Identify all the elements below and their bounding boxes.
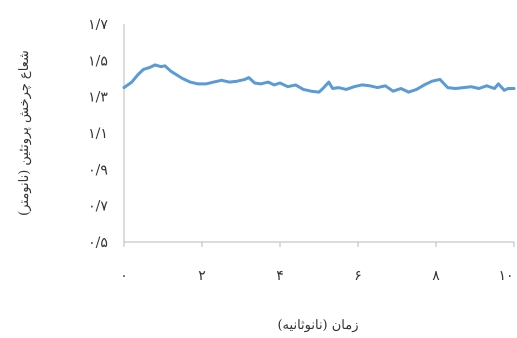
- y-tick-label: ۰/۹: [88, 162, 108, 178]
- y-tick-label: ۱/۷: [88, 17, 108, 33]
- x-tick-label: ۰: [120, 268, 128, 284]
- y-tick-label: ۱/۳: [88, 90, 108, 106]
- y-tick-label: ۰/۵: [88, 235, 108, 251]
- x-tick-label: ۱۰: [498, 268, 513, 284]
- x-tick-label: ۴: [276, 268, 284, 284]
- y-tick-label: ۱/۱: [88, 126, 108, 142]
- x-tick-label: ۶: [354, 268, 362, 284]
- y-tick-label: ۰/۷: [88, 199, 108, 215]
- y-axis-title: شعاع چرخش پروتئین (نانومتر): [17, 50, 32, 216]
- x-tick-label: ۲: [198, 268, 206, 284]
- y-tick-labels: ۰/۵ ۰/۷ ۰/۹ ۱/۱ ۱/۳ ۱/۵ ۱/۷: [88, 17, 108, 251]
- y-tick-label: ۱/۵: [88, 53, 108, 69]
- series-line: [122, 63, 516, 94]
- x-tick-label: ۸: [432, 268, 440, 284]
- x-tick-marks: [123, 242, 515, 247]
- series-layer: [122, 63, 516, 94]
- x-tick-labels: ۰ ۲ ۴ ۶ ۸ ۱۰: [120, 268, 513, 284]
- x-axis-title: زمان (نانوثانیه): [277, 318, 358, 333]
